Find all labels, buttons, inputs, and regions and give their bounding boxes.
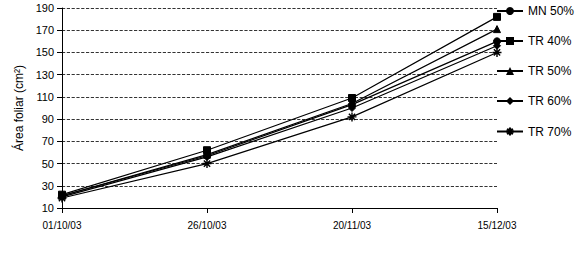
- svg-text:20/11/03: 20/11/03: [333, 220, 372, 231]
- svg-text:TR 70%: TR 70%: [528, 125, 572, 139]
- svg-text:10: 10: [42, 202, 54, 214]
- svg-text:MN 50%: MN 50%: [528, 4, 574, 18]
- svg-text:30: 30: [42, 180, 54, 192]
- svg-text:130: 130: [36, 69, 54, 81]
- svg-text:110: 110: [36, 91, 54, 103]
- svg-text:150: 150: [36, 46, 54, 58]
- svg-text:70: 70: [42, 135, 54, 147]
- svg-text:TR 40%: TR 40%: [528, 34, 572, 48]
- svg-text:01/10/03: 01/10/03: [43, 220, 82, 231]
- svg-text:170: 170: [36, 24, 54, 36]
- svg-text:15/12/03: 15/12/03: [478, 220, 517, 231]
- svg-text:190: 190: [36, 2, 54, 14]
- svg-text:26/10/03: 26/10/03: [188, 220, 227, 231]
- svg-text:90: 90: [42, 113, 54, 125]
- svg-text:TR 60%: TR 60%: [528, 94, 572, 108]
- svg-text:50: 50: [42, 158, 54, 170]
- svg-text:Área foliar (cm²): Área foliar (cm²): [11, 65, 26, 151]
- svg-text:TR 50%: TR 50%: [528, 64, 572, 78]
